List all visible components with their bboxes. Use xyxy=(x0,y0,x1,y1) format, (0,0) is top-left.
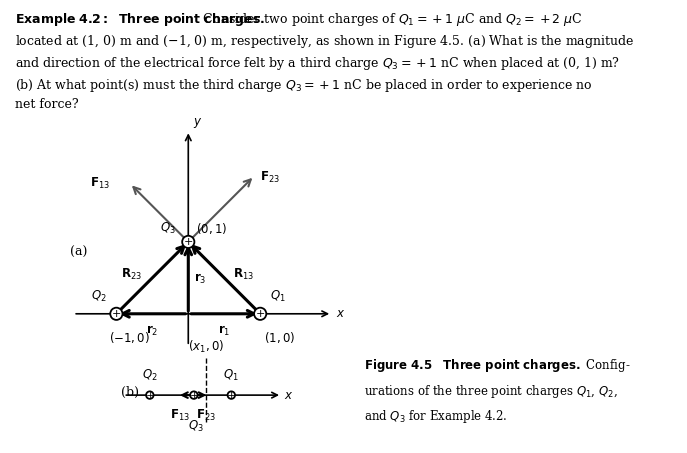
Circle shape xyxy=(227,391,235,399)
Text: $x$: $x$ xyxy=(336,307,345,320)
Text: $Q_1$: $Q_1$ xyxy=(223,368,239,383)
Text: $y$: $y$ xyxy=(192,116,202,130)
Text: (b) At what point(s) must the third charge $Q_3 = +1$ nC be placed in order to e: (b) At what point(s) must the third char… xyxy=(15,77,592,94)
Circle shape xyxy=(146,391,154,399)
Text: $Q_3$: $Q_3$ xyxy=(188,419,204,434)
Text: $(1, 0)$: $(1, 0)$ xyxy=(264,330,295,345)
Circle shape xyxy=(190,391,198,399)
Text: urations of the three point charges $Q_1$, $Q_2$,: urations of the three point charges $Q_1… xyxy=(364,383,618,400)
Text: $+$: $+$ xyxy=(226,390,236,400)
Text: $+$: $+$ xyxy=(111,308,122,319)
Circle shape xyxy=(111,308,122,320)
Text: $+$: $+$ xyxy=(183,236,193,247)
Text: $\mathbf{R}_{23}$: $\mathbf{R}_{23}$ xyxy=(121,267,142,282)
Text: $\mathbf{F}_{23}$: $\mathbf{F}_{23}$ xyxy=(196,407,216,423)
Text: $\mathbf{F}_{13}$: $\mathbf{F}_{13}$ xyxy=(90,176,110,191)
Text: and direction of the electrical force felt by a third charge $Q_3 = +1$ nC when : and direction of the electrical force fe… xyxy=(15,55,620,72)
Circle shape xyxy=(254,308,267,320)
Text: net force?: net force? xyxy=(15,98,78,111)
Text: $Q_1$: $Q_1$ xyxy=(270,289,286,304)
Text: $\bf{Example\ 4.2:}$$\bf{\ \ Three\ point\ charges.}$: $\bf{Example\ 4.2:}$$\bf{\ \ Three\ poin… xyxy=(15,11,265,29)
Text: and $Q_3$ for Example 4.2.: and $Q_3$ for Example 4.2. xyxy=(364,408,508,425)
Text: $Q_3$: $Q_3$ xyxy=(159,221,175,236)
Text: $+$: $+$ xyxy=(145,390,155,400)
Text: $+$: $+$ xyxy=(189,390,199,400)
Text: $(0, 1)$: $(0, 1)$ xyxy=(196,221,227,236)
Text: $+$: $+$ xyxy=(255,308,265,319)
Text: $\mathbf{F}_{23}$: $\mathbf{F}_{23}$ xyxy=(260,170,280,185)
Text: $\mathbf{r}_1$: $\mathbf{r}_1$ xyxy=(218,324,230,338)
Text: $Q_2$: $Q_2$ xyxy=(142,368,157,383)
Text: (a): (a) xyxy=(69,246,87,259)
Text: $(x_1, 0)$: $(x_1, 0)$ xyxy=(188,339,224,356)
Text: located at (1, 0) m and ($-$1, 0) m, respectively, as shown in Figure 4.5. (a) W: located at (1, 0) m and ($-$1, 0) m, res… xyxy=(15,33,634,50)
Text: Consider two point charges of $Q_1 = +1\ \mu$C and $Q_2 = +2\ \mu$C: Consider two point charges of $Q_1 = +1\… xyxy=(199,11,583,29)
Text: $\mathbf{r}_3$: $\mathbf{r}_3$ xyxy=(194,272,207,286)
Text: $\mathbf{F}_{13}$: $\mathbf{F}_{13}$ xyxy=(170,407,190,423)
Text: $x$: $x$ xyxy=(284,389,293,402)
Text: $(-1, 0)$: $(-1, 0)$ xyxy=(109,330,150,345)
Text: $\mathbf{R}_{13}$: $\mathbf{R}_{13}$ xyxy=(233,267,254,282)
Text: $Q_2$: $Q_2$ xyxy=(91,289,106,304)
Text: (b): (b) xyxy=(121,386,139,400)
Text: $\bf{Figure\ 4.5\ \ \ Three\ point\ charges.}$ Config-: $\bf{Figure\ 4.5\ \ \ Three\ point\ char… xyxy=(364,357,631,375)
Circle shape xyxy=(182,236,194,248)
Text: $\mathbf{r}_2$: $\mathbf{r}_2$ xyxy=(146,324,159,338)
